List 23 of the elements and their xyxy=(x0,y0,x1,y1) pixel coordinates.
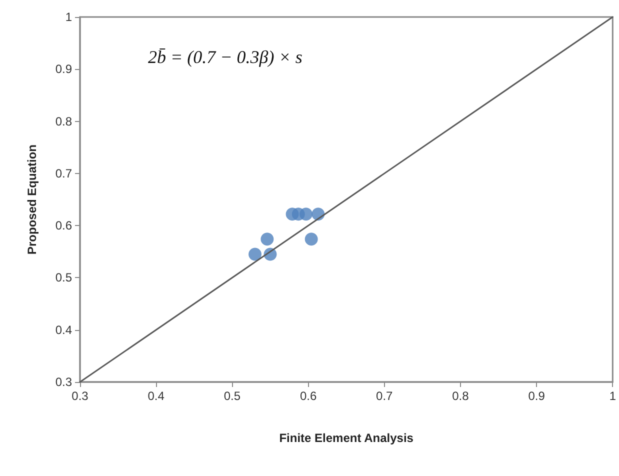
y-tick-label: 0.8 xyxy=(55,114,72,128)
x-tick-label: 0.7 xyxy=(376,389,394,403)
y-tick-label: 0.7 xyxy=(55,166,72,180)
y-tick-label: 0.6 xyxy=(55,218,72,233)
y-tick-label: 0.4 xyxy=(55,322,72,337)
x-axis-title: Finite Element Analysis xyxy=(279,431,414,445)
y-tick-label: 0.9 xyxy=(55,62,72,76)
x-tick-label: 0.6 xyxy=(300,389,317,403)
x-tick-label: 0.4 xyxy=(148,389,165,403)
y-tick-label: 0.5 xyxy=(55,270,72,285)
point xyxy=(260,232,274,246)
x-tick-label: 0.3 xyxy=(72,389,89,403)
point xyxy=(304,232,318,246)
x-tick-label: 1 xyxy=(609,389,616,403)
x-tick-label: 0.9 xyxy=(528,389,546,403)
y-tick-label: 0.3 xyxy=(55,375,72,389)
annotation: 2b̄ = (0.7 − 0.3β) × s xyxy=(148,47,302,67)
x-tick-label: 0.8 xyxy=(452,389,470,403)
y-tick-label: 1 xyxy=(65,10,72,24)
x-tick-label: 0.5 xyxy=(224,389,241,403)
y-axis-title: Proposed Equation xyxy=(25,144,39,255)
point xyxy=(248,248,262,261)
point xyxy=(300,208,312,221)
